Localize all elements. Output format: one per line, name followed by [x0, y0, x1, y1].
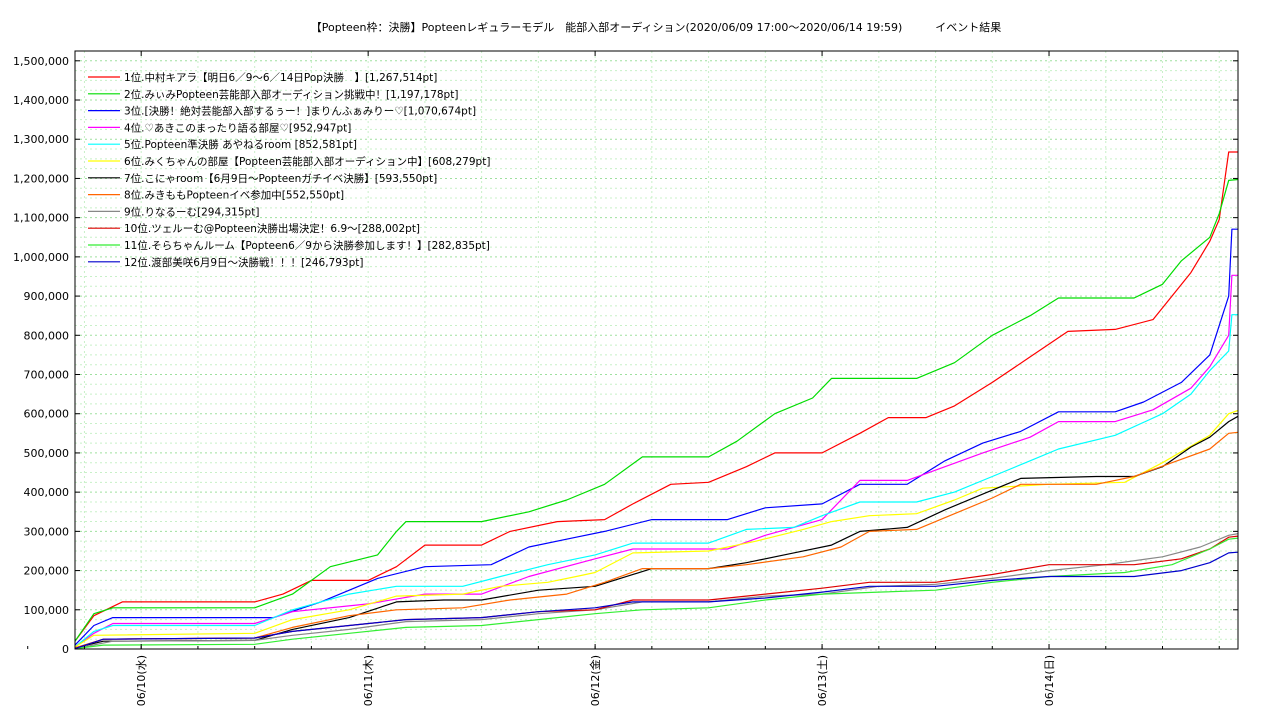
x-tick-label: 06/10(水) — [135, 655, 148, 706]
y-tick-label: 900,000 — [24, 290, 70, 303]
y-tick-label: 300,000 — [24, 525, 70, 538]
series-line-10 — [74, 535, 1239, 650]
legend-label: 6位.みくちゃんの部屋【Popteen芸能部入部オーディション中】[608,27… — [124, 155, 490, 168]
y-tick-label: 500,000 — [24, 447, 70, 460]
y-tick-label: 100,000 — [24, 604, 70, 617]
chart-title: 【Popteen枠：決勝】Popteenレギュラーモデル 能部入部オーディション… — [310, 21, 1002, 34]
legend-label: 4位.♡あきこのまったり語る部屋♡[952,947pt] — [124, 121, 351, 134]
y-tick-label: 600,000 — [24, 408, 70, 421]
x-tick-label: 06/11(木) — [362, 655, 375, 706]
grid-layer — [75, 50, 1238, 650]
legend-label: 1位.中村キアラ【明日6／9〜6／14日Pop決勝 】[1,267,514pt] — [124, 71, 437, 84]
legend-label: 5位.Popteen準決勝 あやねるroom [852,581pt] — [124, 138, 357, 151]
series-line-5 — [74, 314, 1238, 648]
series-line-1 — [74, 151, 1238, 642]
y-tick-label: 200,000 — [24, 565, 70, 578]
series-layer — [74, 151, 1239, 650]
legend-label: 9位.りなるーむ[294,315pt] — [124, 205, 259, 218]
y-tick-label: 700,000 — [24, 369, 70, 382]
legend-label: 11位.そらちゃんルーム【Popteen6／9から決勝参加します！】[282,8… — [124, 239, 490, 252]
y-tick-label: 1,100,000 — [13, 212, 69, 225]
legend: 1位.中村キアラ【明日6／9〜6／14日Pop決勝 】[1,267,514pt]… — [88, 71, 490, 269]
y-tick-label: 1,500,000 — [13, 55, 69, 68]
legend-label: 7位.こにゃroom【6月9日〜Popteenガチイベ決勝】[593,550pt… — [124, 172, 437, 185]
y-tick-label: 400,000 — [24, 486, 70, 499]
y-tick-label: 1,200,000 — [13, 172, 69, 185]
series-line-6 — [74, 409, 1239, 648]
y-tick-label: 1,400,000 — [13, 94, 69, 107]
legend-label: 2位.みぃみPopteen芸能部入部オーディション挑戦中！[1,197,178p… — [124, 88, 458, 101]
series-line-2 — [74, 178, 1239, 642]
legend-label: 10位.ツェルーむ@Popteen決勝出場決定！6.9〜[288,002pt] — [124, 222, 420, 235]
series-line-3 — [74, 228, 1238, 646]
x-tick-label: 06/13(土) — [816, 655, 829, 706]
series-line-12 — [74, 551, 1239, 650]
x-tick-label: 06/12(金) — [588, 655, 602, 706]
legend-label: 12位.渡部美咲6月9日〜決勝戦！！！[246,793pt] — [124, 256, 363, 269]
plot-frame — [74, 50, 1239, 650]
y-tick-label: 1,000,000 — [13, 251, 69, 264]
series-line-11 — [74, 537, 1239, 650]
series-line-9 — [74, 533, 1239, 650]
x-tick-label: 06/14(日) — [1043, 655, 1056, 706]
legend-label: 8位.みきももPopteenイベ参加中[552,550pt] — [124, 189, 344, 202]
axis-layer: 0 100,000 200,000 300,000 400,000 500,000 600,… — [13, 51, 1238, 706]
y-tick-label: 800,000 — [24, 329, 70, 342]
series-line-4 — [74, 274, 1238, 648]
series-line-8 — [74, 431, 1239, 649]
legend-label: 3位.[決勝！絶対芸能部入部するぅー！]まりんふぁみりー♡[1,070,674p… — [124, 105, 476, 118]
series-line-7 — [74, 415, 1239, 649]
y-tick-label: 0 — [62, 643, 69, 656]
y-tick-label: 1,300,000 — [13, 133, 69, 146]
